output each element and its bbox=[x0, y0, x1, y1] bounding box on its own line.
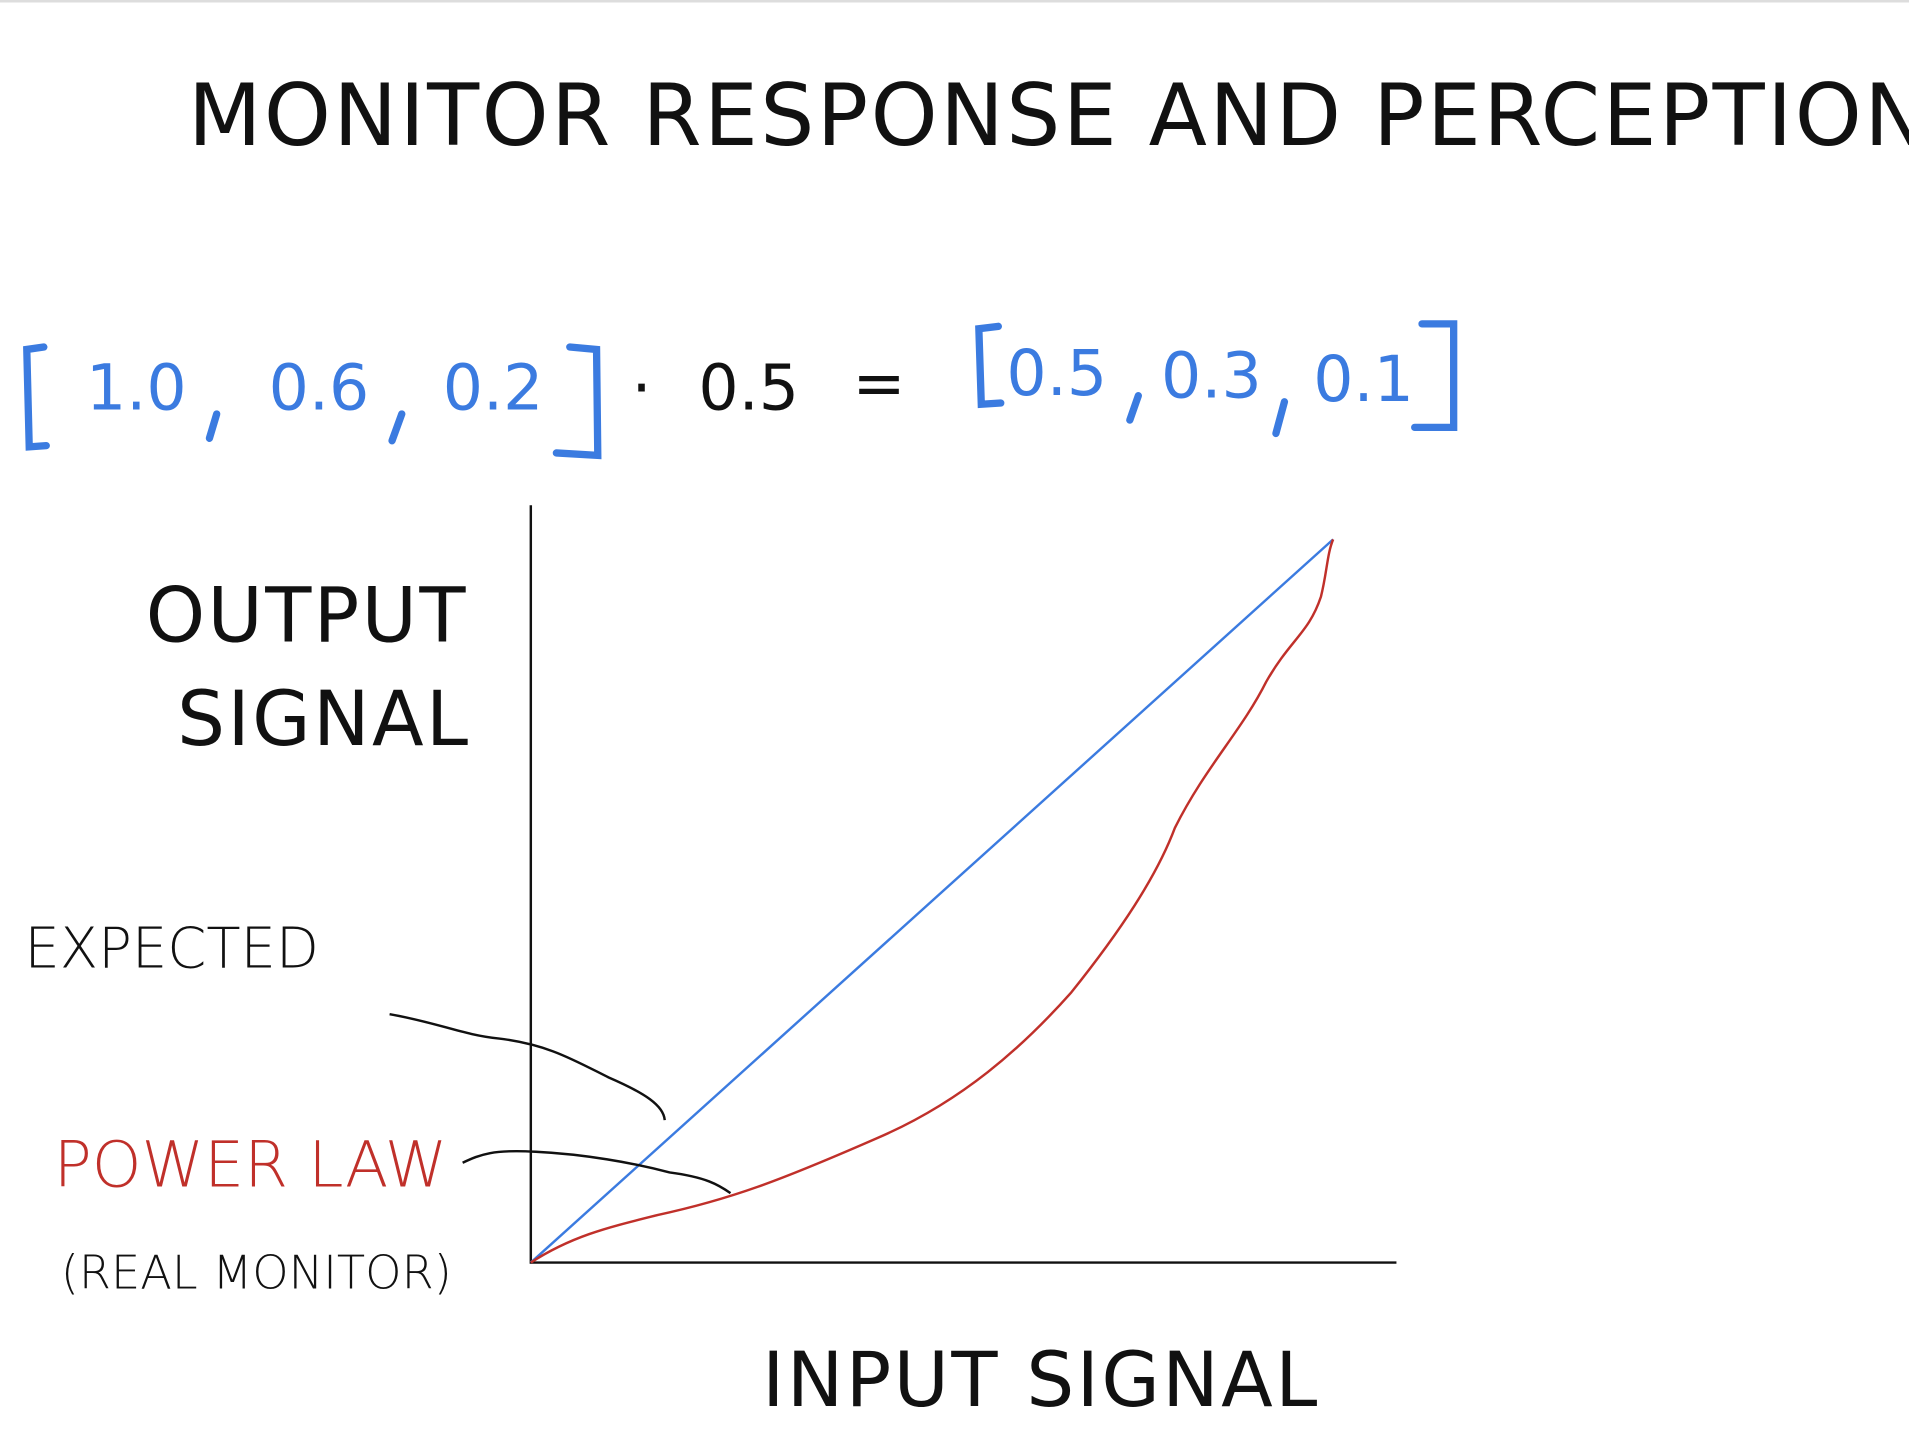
equation-operator: · bbox=[632, 351, 652, 425]
equation-left-value: 0.2 bbox=[443, 351, 544, 425]
title: MONITOR RESPONSE AND PERCEPTION bbox=[188, 67, 1909, 166]
power-law-curve bbox=[530, 538, 1335, 1264]
bracket bbox=[1411, 320, 1458, 432]
comma bbox=[1272, 398, 1289, 438]
annotation: (REAL MONITOR) bbox=[61, 1245, 452, 1299]
comma bbox=[388, 410, 406, 445]
expected-line bbox=[530, 538, 1334, 1264]
annotation: EXPECTED bbox=[24, 916, 319, 981]
bracket bbox=[23, 343, 50, 451]
equation-equals: = bbox=[852, 346, 905, 420]
leader-line bbox=[389, 1012, 666, 1121]
bracket bbox=[975, 322, 1005, 409]
equation-right-value: 0.1 bbox=[1313, 342, 1414, 416]
comma bbox=[1126, 392, 1142, 424]
x-axis-label: INPUT SIGNAL bbox=[762, 1336, 1320, 1424]
annotation: POWER LAW bbox=[54, 1127, 448, 1201]
equation-right-value: 0.5 bbox=[1006, 336, 1107, 410]
equation-right-value: 0.3 bbox=[1161, 338, 1262, 412]
equation-left-value: 1.0 bbox=[86, 351, 187, 425]
comma bbox=[205, 410, 221, 442]
y-axis-label: OUTPUT bbox=[146, 571, 468, 659]
equation-left-value: 0.6 bbox=[269, 351, 370, 425]
y-axis-label: SIGNAL bbox=[177, 675, 470, 763]
bracket bbox=[552, 343, 602, 460]
leader-line bbox=[462, 1149, 732, 1195]
equation-scalar: 0.5 bbox=[698, 351, 799, 425]
